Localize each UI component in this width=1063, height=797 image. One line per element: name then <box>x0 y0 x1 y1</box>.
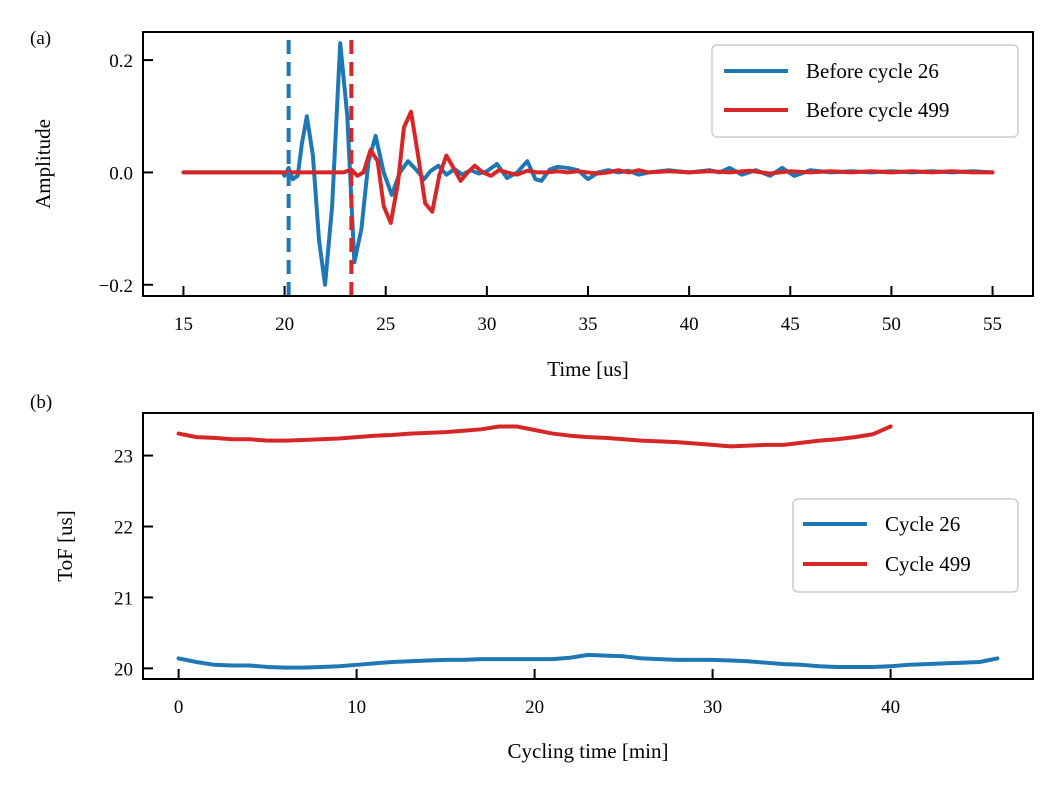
x-tick-label: 40 <box>881 697 900 718</box>
y-tick-label: −0.2 <box>99 276 133 297</box>
x-tick-label: 10 <box>347 697 366 718</box>
x-axis-label-a: Time [us] <box>547 357 629 381</box>
plot-frame-b <box>142 412 1034 680</box>
x-tick-label: 0 <box>174 697 184 718</box>
y-tick-label: 22 <box>114 517 133 538</box>
x-tick-label: 30 <box>703 697 722 718</box>
panel-b: (b) 0 10 20 30 40 20 21 22 23 Cycling time [min… <box>30 392 1034 763</box>
x-tick-label: 55 <box>983 314 1002 335</box>
panel-label-a: (a) <box>30 28 51 49</box>
y-axis-label-a: Amplitude <box>31 119 55 209</box>
y-tick-label: 0.0 <box>109 163 133 184</box>
legend-b: Cycle 26 Cycle 499 <box>792 498 1019 593</box>
series-line-cycle-26 <box>176 652 1000 670</box>
series-line-before-cycle-26 <box>181 41 995 287</box>
y-tick-label: 23 <box>114 447 133 468</box>
x-tick-label: 40 <box>680 314 699 335</box>
x-tick-label: 50 <box>882 314 901 335</box>
legend-a: Before cycle 26 Before cycle 499 <box>711 44 1019 138</box>
y-tick-label: 21 <box>114 588 133 609</box>
legend-label-before-cycle-499: Before cycle 499 <box>806 98 949 122</box>
x-tick-label: 25 <box>376 314 395 335</box>
legend-box-a <box>711 44 1019 138</box>
x-tick-label: 35 <box>579 314 598 335</box>
legend-label-cycle-26: Cycle 26 <box>885 512 960 536</box>
y-axis-label-b: ToF [us] <box>53 510 77 581</box>
y-tick-label: 0.2 <box>109 51 133 72</box>
x-tick-label: 20 <box>275 314 294 335</box>
y-tick-label: 20 <box>114 659 133 680</box>
x-tick-label: 45 <box>781 314 800 335</box>
series-line-before-cycle-499 <box>181 109 995 225</box>
panel-label-b: (b) <box>30 392 52 413</box>
x-tick-label: 30 <box>477 314 496 335</box>
series-line-cycle-499 <box>176 424 893 449</box>
x-axis-label-b: Cycling time [min] <box>508 739 669 763</box>
x-tick-label: 15 <box>174 314 193 335</box>
legend-label-before-cycle-26: Before cycle 26 <box>806 59 939 83</box>
legend-label-cycle-499: Cycle 499 <box>885 552 971 576</box>
x-tick-label: 20 <box>525 697 544 718</box>
panel-a: (a) 15 20 25 30 35 40 45 50 55 −0.2 0.0 0.2 Time [… <box>30 28 1034 381</box>
